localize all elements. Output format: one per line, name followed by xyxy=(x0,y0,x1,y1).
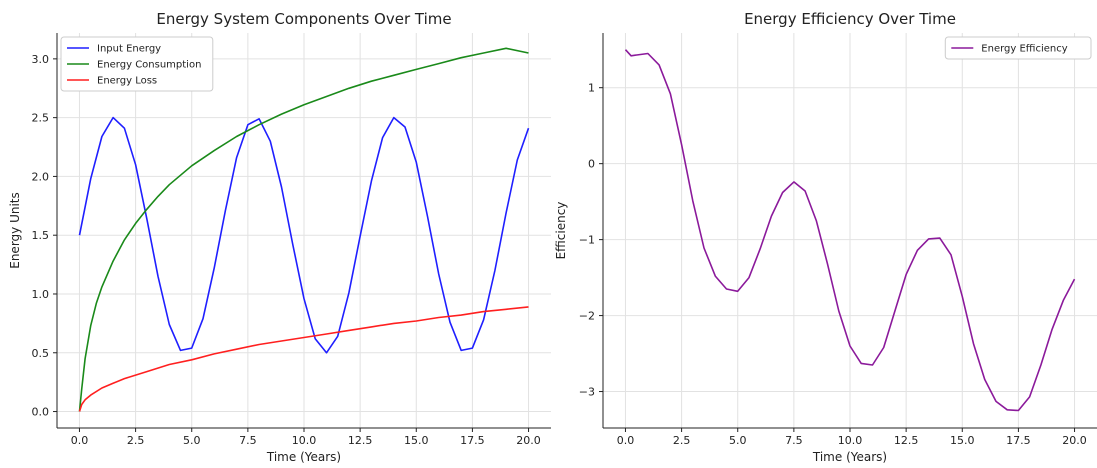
y-tick-label: 1 xyxy=(588,82,595,95)
x-tick-label: 17.5 xyxy=(460,434,485,447)
legend-label: Energy Loss xyxy=(97,76,157,87)
y-tick-label: 0.0 xyxy=(32,406,50,419)
y-tick-label: −3 xyxy=(579,386,595,399)
x-tick-label: 7.5 xyxy=(785,434,803,447)
chart-title: Energy Efficiency Over Time xyxy=(744,10,956,28)
x-tick-label: 10.0 xyxy=(292,434,317,447)
x-tick-label: 17.5 xyxy=(1006,434,1031,447)
x-tick-label: 2.5 xyxy=(673,434,691,447)
x-tick-label: 5.0 xyxy=(183,434,201,447)
y-tick-label: 2.0 xyxy=(32,170,50,183)
y-axis-label: Energy Units xyxy=(8,192,22,269)
legend: Energy Efficiency xyxy=(944,36,1092,60)
legend-label: Input Energy xyxy=(97,44,161,55)
x-axis-label: Time (Years) xyxy=(266,450,341,464)
series-line-energy-efficiency xyxy=(624,49,1076,412)
series-line-energy-consumption xyxy=(78,47,529,412)
chart-energy-system-components: 0.0 2.5 5.0 7.5 10.0 12.5 15.0 17.5 20.0 0.0 0.5 1.… xyxy=(8,10,551,464)
legend-frame xyxy=(944,36,1092,60)
y-axis-label: Efficiency xyxy=(554,202,568,260)
legend-label: Energy Efficiency xyxy=(981,44,1067,55)
x-tick-label: 15.0 xyxy=(950,434,975,447)
x-tick-label: 12.5 xyxy=(348,434,373,447)
chart-energy-efficiency: 0.0 2.5 5.0 7.5 10.0 12.5 15.0 17.5 20.0 −3 −2 −1 0 1… xyxy=(554,10,1097,464)
chart-title: Energy System Components Over Time xyxy=(156,10,451,28)
x-tick-label: 0.0 xyxy=(71,434,89,447)
gridlines xyxy=(57,33,551,428)
y-tick-label: 2.5 xyxy=(32,112,50,125)
legend: Input Energy Energy Consumption Energy Los… xyxy=(60,36,214,92)
x-tick-label: 12.5 xyxy=(894,434,919,447)
gridlines xyxy=(603,33,1097,428)
y-tick-label: 1.5 xyxy=(32,229,50,242)
y-tick-label: 0.5 xyxy=(32,347,50,360)
x-tick-label: 2.5 xyxy=(127,434,145,447)
x-tick-label: 0.0 xyxy=(617,434,635,447)
y-tick-label: −1 xyxy=(579,234,595,247)
x-tick-label: 20.0 xyxy=(516,434,541,447)
series-line-input-energy xyxy=(78,116,530,354)
legend-label: Energy Consumption xyxy=(97,60,201,71)
y-tick-label: −2 xyxy=(579,310,595,323)
x-axis-label: Time (Years) xyxy=(812,450,887,464)
y-tick-label: 3.0 xyxy=(32,53,50,66)
series-line-energy-loss xyxy=(78,306,529,412)
x-tick-label: 20.0 xyxy=(1062,434,1087,447)
x-tick-label: 10.0 xyxy=(838,434,863,447)
legend-frame xyxy=(60,36,214,92)
x-tick-label: 5.0 xyxy=(729,434,747,447)
x-tick-label: 15.0 xyxy=(404,434,429,447)
x-tick-label: 7.5 xyxy=(239,434,257,447)
y-tick-label: 1.0 xyxy=(32,288,50,301)
y-tick-label: 0 xyxy=(588,158,595,171)
